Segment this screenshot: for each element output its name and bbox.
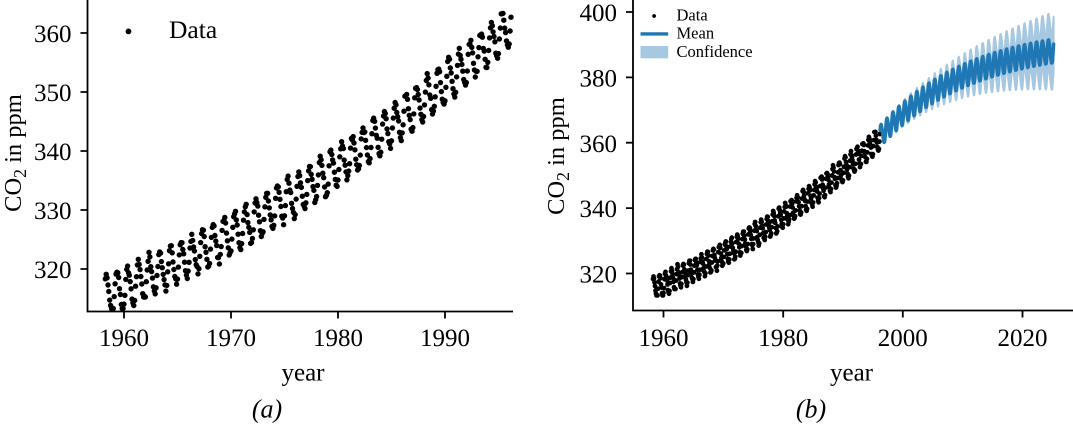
svg-text:(b): (b) [796,395,826,424]
svg-text:year: year [830,360,874,387]
svg-text:400: 400 [580,0,618,27]
svg-text:330: 330 [34,198,72,225]
svg-text:2000: 2000 [878,325,928,352]
svg-text:1960: 1960 [639,325,689,352]
svg-text:CO2 in ppm: CO2 in ppm [543,97,573,215]
svg-text:year: year [281,360,325,387]
svg-text:360: 360 [580,131,618,158]
svg-text:2020: 2020 [998,325,1048,352]
svg-text:CO2 in ppm: CO2 in ppm [0,94,30,212]
svg-text:380: 380 [580,66,618,93]
svg-text:320: 320 [34,257,72,284]
svg-text:Data: Data [677,6,709,25]
svg-text:(a): (a) [252,395,282,424]
svg-text:320: 320 [580,262,618,289]
svg-text:340: 340 [34,139,72,166]
svg-text:Confidence: Confidence [677,42,753,61]
svg-text:350: 350 [34,80,72,107]
svg-text:360: 360 [34,21,72,48]
svg-text:1980: 1980 [758,325,808,352]
svg-text:340: 340 [580,196,618,223]
svg-text:1970: 1970 [206,325,256,352]
svg-text:Mean: Mean [677,24,715,43]
svg-text:1990: 1990 [420,325,470,352]
svg-text:1960: 1960 [99,325,149,352]
svg-text:1980: 1980 [313,325,363,352]
svg-text:Data: Data [169,15,217,44]
